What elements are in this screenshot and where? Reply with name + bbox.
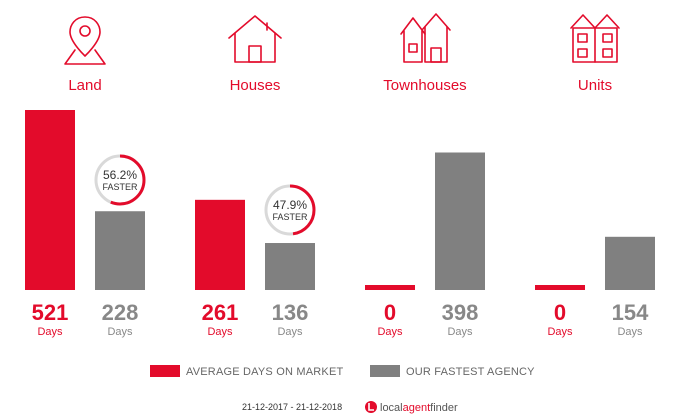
- unit-land-average: Days: [37, 326, 63, 338]
- faster-badge-houses: 47.9% FASTER: [264, 184, 316, 236]
- value-houses-average: 261: [202, 300, 239, 325]
- brand-local: local: [380, 402, 403, 414]
- badge-ring-fill: [264, 184, 316, 236]
- category-label-houses: Houses: [230, 77, 281, 94]
- brand-logo-mark: [368, 403, 374, 411]
- legend-label-fastest: OUR FASTEST AGENCY: [406, 366, 535, 378]
- category-label-land: Land: [68, 77, 101, 94]
- value-houses-fastest: 136: [272, 300, 309, 325]
- bar-townhouses-fastest: [435, 152, 485, 290]
- brand-logo-icon: [365, 401, 377, 413]
- value-units-average: 0: [554, 300, 566, 325]
- units-icon: [570, 14, 620, 63]
- value-units-fastest: 154: [612, 300, 649, 325]
- legend-swatch-average: [150, 365, 180, 377]
- townhouses-icon: [400, 13, 451, 63]
- category-label-units: Units: [578, 77, 612, 94]
- bar-townhouses-average: [365, 285, 415, 290]
- unit-houses-average: Days: [207, 326, 233, 338]
- unit-units-average: Days: [547, 326, 573, 338]
- house-icon: [228, 15, 282, 63]
- date-range: 21-12-2017 - 21-12-2018: [242, 402, 342, 412]
- unit-units-fastest: Days: [617, 326, 643, 338]
- value-townhouses-average: 0: [384, 300, 396, 325]
- brand-finder: finder: [430, 402, 458, 414]
- faster-badge-land: 56.2% FASTER: [94, 154, 146, 206]
- bar-group: [25, 110, 655, 290]
- legend: AVERAGE DAYS ON MARKET OUR FASTEST AGENC…: [150, 365, 535, 378]
- badge-word: FASTER: [272, 212, 308, 222]
- brand-logo: localagentfinder: [365, 401, 458, 414]
- bar-land-average: [25, 110, 75, 290]
- unit-land-fastest: Days: [107, 326, 133, 338]
- unit-townhouses-fastest: Days: [447, 326, 473, 338]
- bar-houses-fastest: [265, 243, 315, 290]
- badge-percent: 47.9%: [273, 198, 307, 212]
- brand-agent: agent: [403, 402, 431, 414]
- bar-units-average: [535, 285, 585, 290]
- value-land-fastest: 228: [102, 300, 139, 325]
- brand-name: localagentfinder: [380, 402, 458, 414]
- bar-houses-average: [195, 199, 245, 290]
- unit-townhouses-average: Days: [377, 326, 403, 338]
- badge-percent: 56.2%: [103, 168, 137, 182]
- unit-houses-fastest: Days: [277, 326, 303, 338]
- category-label-townhouses: Townhouses: [383, 77, 466, 94]
- map-pin-icon: [64, 16, 106, 65]
- legend-label-average: AVERAGE DAYS ON MARKET: [186, 366, 343, 378]
- legend-swatch-fastest: [370, 365, 400, 377]
- value-land-average: 521: [32, 300, 69, 325]
- badge-ring-fill: [94, 154, 146, 206]
- bar-land-fastest: [95, 211, 145, 290]
- badge-word: FASTER: [102, 182, 138, 192]
- value-townhouses-fastest: 398: [442, 300, 479, 325]
- bar-units-fastest: [605, 236, 655, 290]
